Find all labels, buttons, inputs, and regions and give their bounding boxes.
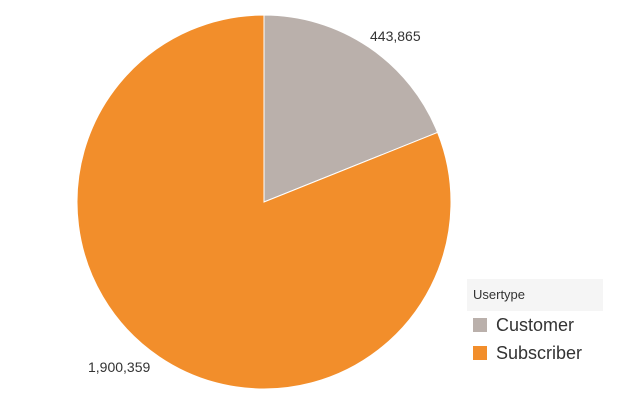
- slice-subscriber[interactable]: [76, 14, 452, 390]
- legend-title: Usertype: [467, 279, 603, 311]
- legend-swatch-subscriber: [473, 346, 487, 360]
- data-label-customer: 443,865: [370, 28, 421, 44]
- legend-item-customer[interactable]: Customer: [467, 311, 603, 339]
- legend: Usertype Customer Subscriber: [467, 279, 603, 367]
- legend-label-subscriber: Subscriber: [496, 342, 583, 363]
- legend-label-customer: Customer: [496, 314, 575, 335]
- legend-item-subscriber[interactable]: Subscriber: [467, 339, 603, 367]
- legend-swatch-customer: [473, 318, 487, 332]
- data-label-subscriber: 1,900,359: [88, 359, 150, 375]
- slice-customer[interactable]: [263, 14, 439, 203]
